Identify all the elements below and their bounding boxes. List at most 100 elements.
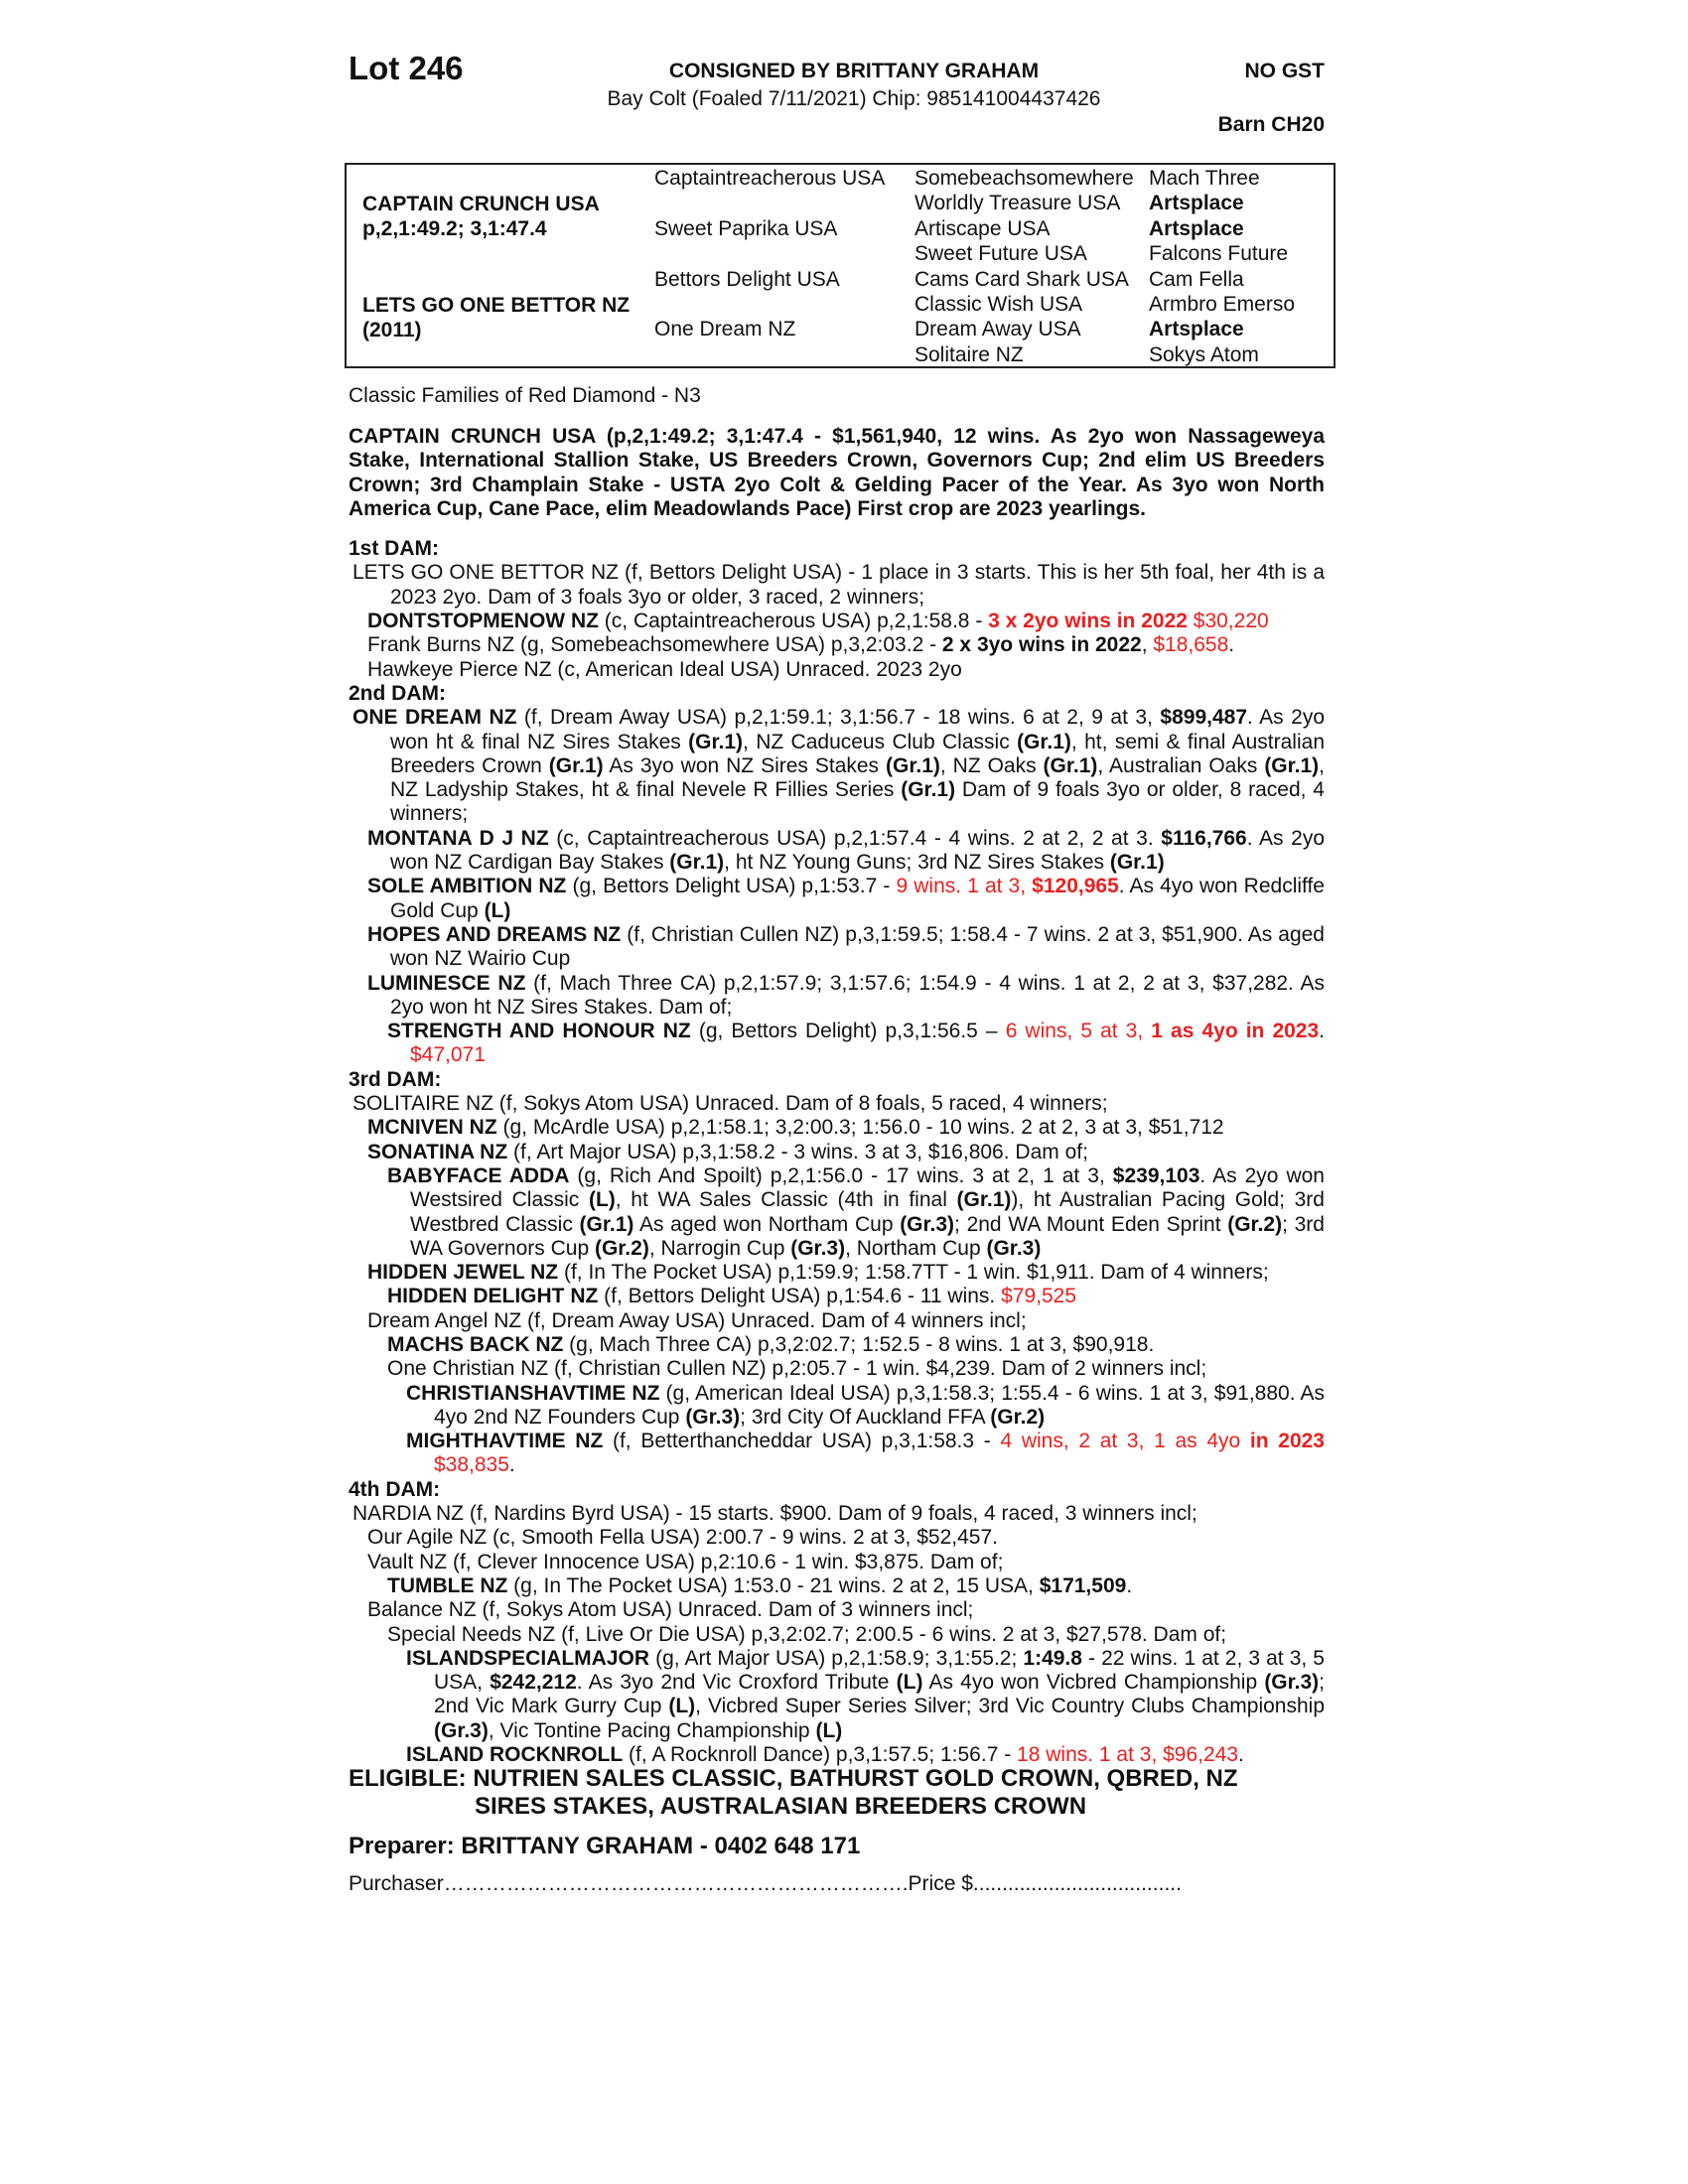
progeny-entry: One Christian NZ (f, Christian Cullen NZ… bbox=[349, 1357, 1325, 1381]
entry-text: $47,071 bbox=[410, 1043, 486, 1067]
progeny-entry: LETS GO ONE BETTOR NZ (f, Bettors Deligh… bbox=[349, 561, 1325, 610]
entry-text: (Gr.3) bbox=[790, 1236, 846, 1260]
pedigree-table: CAPTAIN CRUNCH USA p,2,1:49.2; 3,1:47.4 … bbox=[345, 163, 1336, 368]
progeny-entry: MCNIVEN NZ (g, McArdle USA) p,2,1:58.1; … bbox=[349, 1116, 1325, 1140]
progeny-entry: LUMINESCE NZ (f, Mach Three CA) p,2,1:57… bbox=[349, 972, 1325, 1021]
entry-text: (Gr.1) bbox=[1017, 730, 1071, 753]
entry-text: in 2023 bbox=[1249, 1430, 1325, 1453]
progeny-entry: ISLAND ROCKNROLL (f, A Rocknroll Dance) … bbox=[349, 1743, 1325, 1767]
entry-text: HIDDEN JEWEL NZ bbox=[367, 1261, 559, 1285]
entry-text: $30,220 bbox=[1187, 610, 1269, 633]
pedigree-dam: LETS GO ONE BETTOR NZ bbox=[362, 294, 631, 317]
entry-text: ), ht Australian Pacing Gold; 3rd Westbr… bbox=[410, 1188, 1325, 1236]
pedigree-grandparent: One Dream NZ bbox=[654, 318, 796, 341]
entry-text: STRENGTH AND HONOUR NZ bbox=[387, 1020, 691, 1043]
entry-text: MIGHTHAVTIME NZ bbox=[406, 1430, 604, 1453]
entry-text: . bbox=[508, 1453, 515, 1477]
pedigree-great-grandparent: Dream Away USA bbox=[914, 318, 1081, 341]
entry-text: , NZ Ladyship Stakes, ht & final Nevele … bbox=[390, 753, 1326, 802]
progeny-entry: SONATINA NZ (f, Art Major USA) p,3,1:58.… bbox=[349, 1141, 1325, 1164]
progeny-entry: TUMBLE NZ (g, In The Pocket USA) 1:53.0 … bbox=[349, 1574, 1325, 1598]
entry-text: $120,965 bbox=[1032, 875, 1119, 898]
entry-text: . bbox=[1228, 633, 1235, 657]
entry-text: . As 3yo 2nd Vic Croxford Tribute bbox=[576, 1671, 897, 1695]
entry-text: 4 wins, 2 at 3, 1 as 4yo bbox=[1000, 1430, 1250, 1453]
dam-heading: 1st DAM: bbox=[349, 537, 440, 561]
entry-text: ; 2nd Vic Mark Gurry Cup bbox=[434, 1671, 1326, 1718]
entry-text: LUMINESCE NZ bbox=[367, 971, 526, 995]
pedigree-great-grandparent: Sweet Future USA bbox=[914, 242, 1087, 266]
pedigree-great-great-grandparent: Armbro Emerso bbox=[1149, 293, 1296, 316]
entry-text: (Gr.2) bbox=[594, 1236, 649, 1260]
entry-text: 2 x 3yo wins in 2022 bbox=[941, 633, 1142, 657]
entry-text: (Gr.1) bbox=[1043, 753, 1098, 777]
entry-text: , Australian Oaks bbox=[1097, 753, 1265, 777]
gst-status: NO GST bbox=[1244, 60, 1325, 82]
entry-text: (c, Captaintreacherous USA) p,2,1:57.4 -… bbox=[548, 826, 1162, 850]
progeny-entry: MIGHTHAVTIME NZ (f, Betterthancheddar US… bbox=[349, 1430, 1325, 1478]
entry-text: $171,509 bbox=[1039, 1573, 1127, 1597]
entry-text: , Narrogin Cup bbox=[648, 1236, 791, 1260]
pedigree-great-great-grandparent: Sokys Atom bbox=[1149, 342, 1259, 366]
entry-text: , ht, semi & final Australian Breeders C… bbox=[390, 730, 1325, 777]
pedigree-great-grandparent: Cams Card Shark USA bbox=[914, 267, 1129, 291]
entry-text: (Gr.3) bbox=[900, 1212, 955, 1236]
entry-text: DONTSTOPMENOW NZ bbox=[367, 610, 599, 633]
progeny-entry: Dream Angel NZ (f, Dream Away USA) Unrac… bbox=[349, 1309, 1325, 1333]
entry-text: , Vicbred Super Series Silver; 3rd Vic C… bbox=[695, 1695, 1326, 1718]
purchaser-price-line: Purchaser………………………………………………………….Price $.… bbox=[349, 1872, 1182, 1895]
eligibility: ELIGIBLE: NUTRIEN SALES CLASSIC, BATHURS… bbox=[349, 1765, 1238, 1821]
eligibility-line: ELIGIBLE: NUTRIEN SALES CLASSIC, BATHURS… bbox=[349, 1765, 1238, 1792]
entry-text: MONTANA D J NZ bbox=[367, 826, 549, 850]
entry-text: . bbox=[1126, 1573, 1133, 1597]
entry-text: One Christian NZ (f, Christian Cullen NZ… bbox=[387, 1357, 1207, 1381]
entry-text: 1:49.8 bbox=[1023, 1646, 1082, 1670]
progeny-entry: Our Agile NZ (c, Smooth Fella USA) 2:00.… bbox=[349, 1526, 1325, 1550]
entry-text: , NZ Caduceus Club Classic bbox=[743, 730, 1018, 753]
entry-text: (Gr.2) bbox=[1227, 1212, 1283, 1236]
eligibility-line: SIRES STAKES, AUSTRALASIAN BREEDERS CROW… bbox=[475, 1793, 1087, 1820]
pedigree-great-grandparent: Somebeachsomewhere bbox=[914, 167, 1134, 190]
entry-text: $38,835 bbox=[434, 1453, 509, 1477]
entry-text: (L) bbox=[815, 1718, 843, 1742]
entry-text: Vault NZ (f, Clever Innocence USA) p,2:1… bbox=[367, 1550, 1004, 1573]
entry-text: (f, In The Pocket USA) p,1:59.9; 1:58.7T… bbox=[558, 1261, 1269, 1285]
entry-text: $18,658 bbox=[1153, 633, 1229, 657]
entry-text: $239,103 bbox=[1112, 1163, 1200, 1187]
entry-text: (Gr.1) bbox=[1264, 753, 1320, 777]
progeny-entry: Balance NZ (f, Sokys Atom USA) Unraced. … bbox=[349, 1598, 1325, 1622]
progeny-entry: Frank Burns NZ (g, Somebeachsomewhere US… bbox=[349, 633, 1325, 657]
progeny-entry: Vault NZ (f, Clever Innocence USA) p,2:1… bbox=[349, 1551, 1325, 1574]
entry-text: $116,766 bbox=[1161, 826, 1247, 850]
entry-text: . As 2yo won NZ Cardigan Bay Stakes bbox=[390, 826, 1325, 875]
progeny-entry: BABYFACE ADDA (g, Rich And Spoilt) p,2,1… bbox=[349, 1164, 1325, 1261]
pedigree-sire-record: p,2,1:49.2; 3,1:47.4 bbox=[362, 217, 547, 240]
entry-text: 6 wins, 5 at 3, bbox=[1005, 1020, 1152, 1043]
entry-text: (Gr.1) bbox=[669, 851, 725, 875]
entry-text: $899,487 bbox=[1160, 706, 1248, 730]
dam-heading: 3rd DAM: bbox=[349, 1067, 442, 1091]
entry-text: SOLITAIRE NZ (f, Sokys Atom USA) Unraced… bbox=[352, 1092, 1108, 1116]
entry-text: As 4yo won Vicbred Championship bbox=[922, 1671, 1265, 1695]
progeny-entry: MACHS BACK NZ (g, Mach Three CA) p,3,2:0… bbox=[349, 1333, 1325, 1357]
pedigree-great-great-grandparent: Mach Three bbox=[1149, 167, 1260, 190]
progeny-entry: ONE DREAM NZ (f, Dream Away USA) p,2,1:5… bbox=[349, 706, 1325, 826]
entry-text: , ht NZ Young Guns; 3rd NZ Sires Stakes bbox=[724, 851, 1110, 875]
entry-text: Dam of 9 foals 3yo or older, 8 raced, 4 … bbox=[390, 778, 1325, 826]
entry-text: Frank Burns NZ (g, Somebeachsomewhere US… bbox=[367, 633, 942, 657]
pedigree-great-grandparent: Classic Wish USA bbox=[914, 293, 1083, 316]
dam-sections: 1st DAM: LETS GO ONE BETTOR NZ (f, Bettor… bbox=[349, 537, 1325, 1767]
progeny-entry: HOPES AND DREAMS NZ (f, Christian Cullen… bbox=[349, 923, 1325, 972]
entry-text: CHRISTIANSHAVTIME NZ bbox=[406, 1381, 660, 1405]
pedigree-grandparent: Sweet Paprika USA bbox=[654, 216, 838, 240]
entry-text: , NZ Oaks bbox=[939, 753, 1044, 777]
pedigree-grandparent: Bettors Delight USA bbox=[654, 267, 840, 291]
entry-text: , Vic Tontine Pacing Championship bbox=[488, 1718, 816, 1742]
entry-text: , ht WA Sales Classic (4th in final bbox=[615, 1188, 957, 1212]
entry-text: (Gr.3) bbox=[986, 1236, 1042, 1260]
entry-text: As aged won Northam Cup bbox=[633, 1212, 901, 1236]
progeny-entry: Special Needs NZ (f, Live Or Die USA) p,… bbox=[349, 1623, 1325, 1647]
entry-text: (Gr.1) bbox=[901, 778, 956, 802]
entry-text: (f, Mach Three CA) p,2,1:57.9; 3,1:57.6;… bbox=[390, 971, 1325, 1019]
entry-text: ; 2nd WA Mount Eden Sprint bbox=[954, 1212, 1228, 1236]
